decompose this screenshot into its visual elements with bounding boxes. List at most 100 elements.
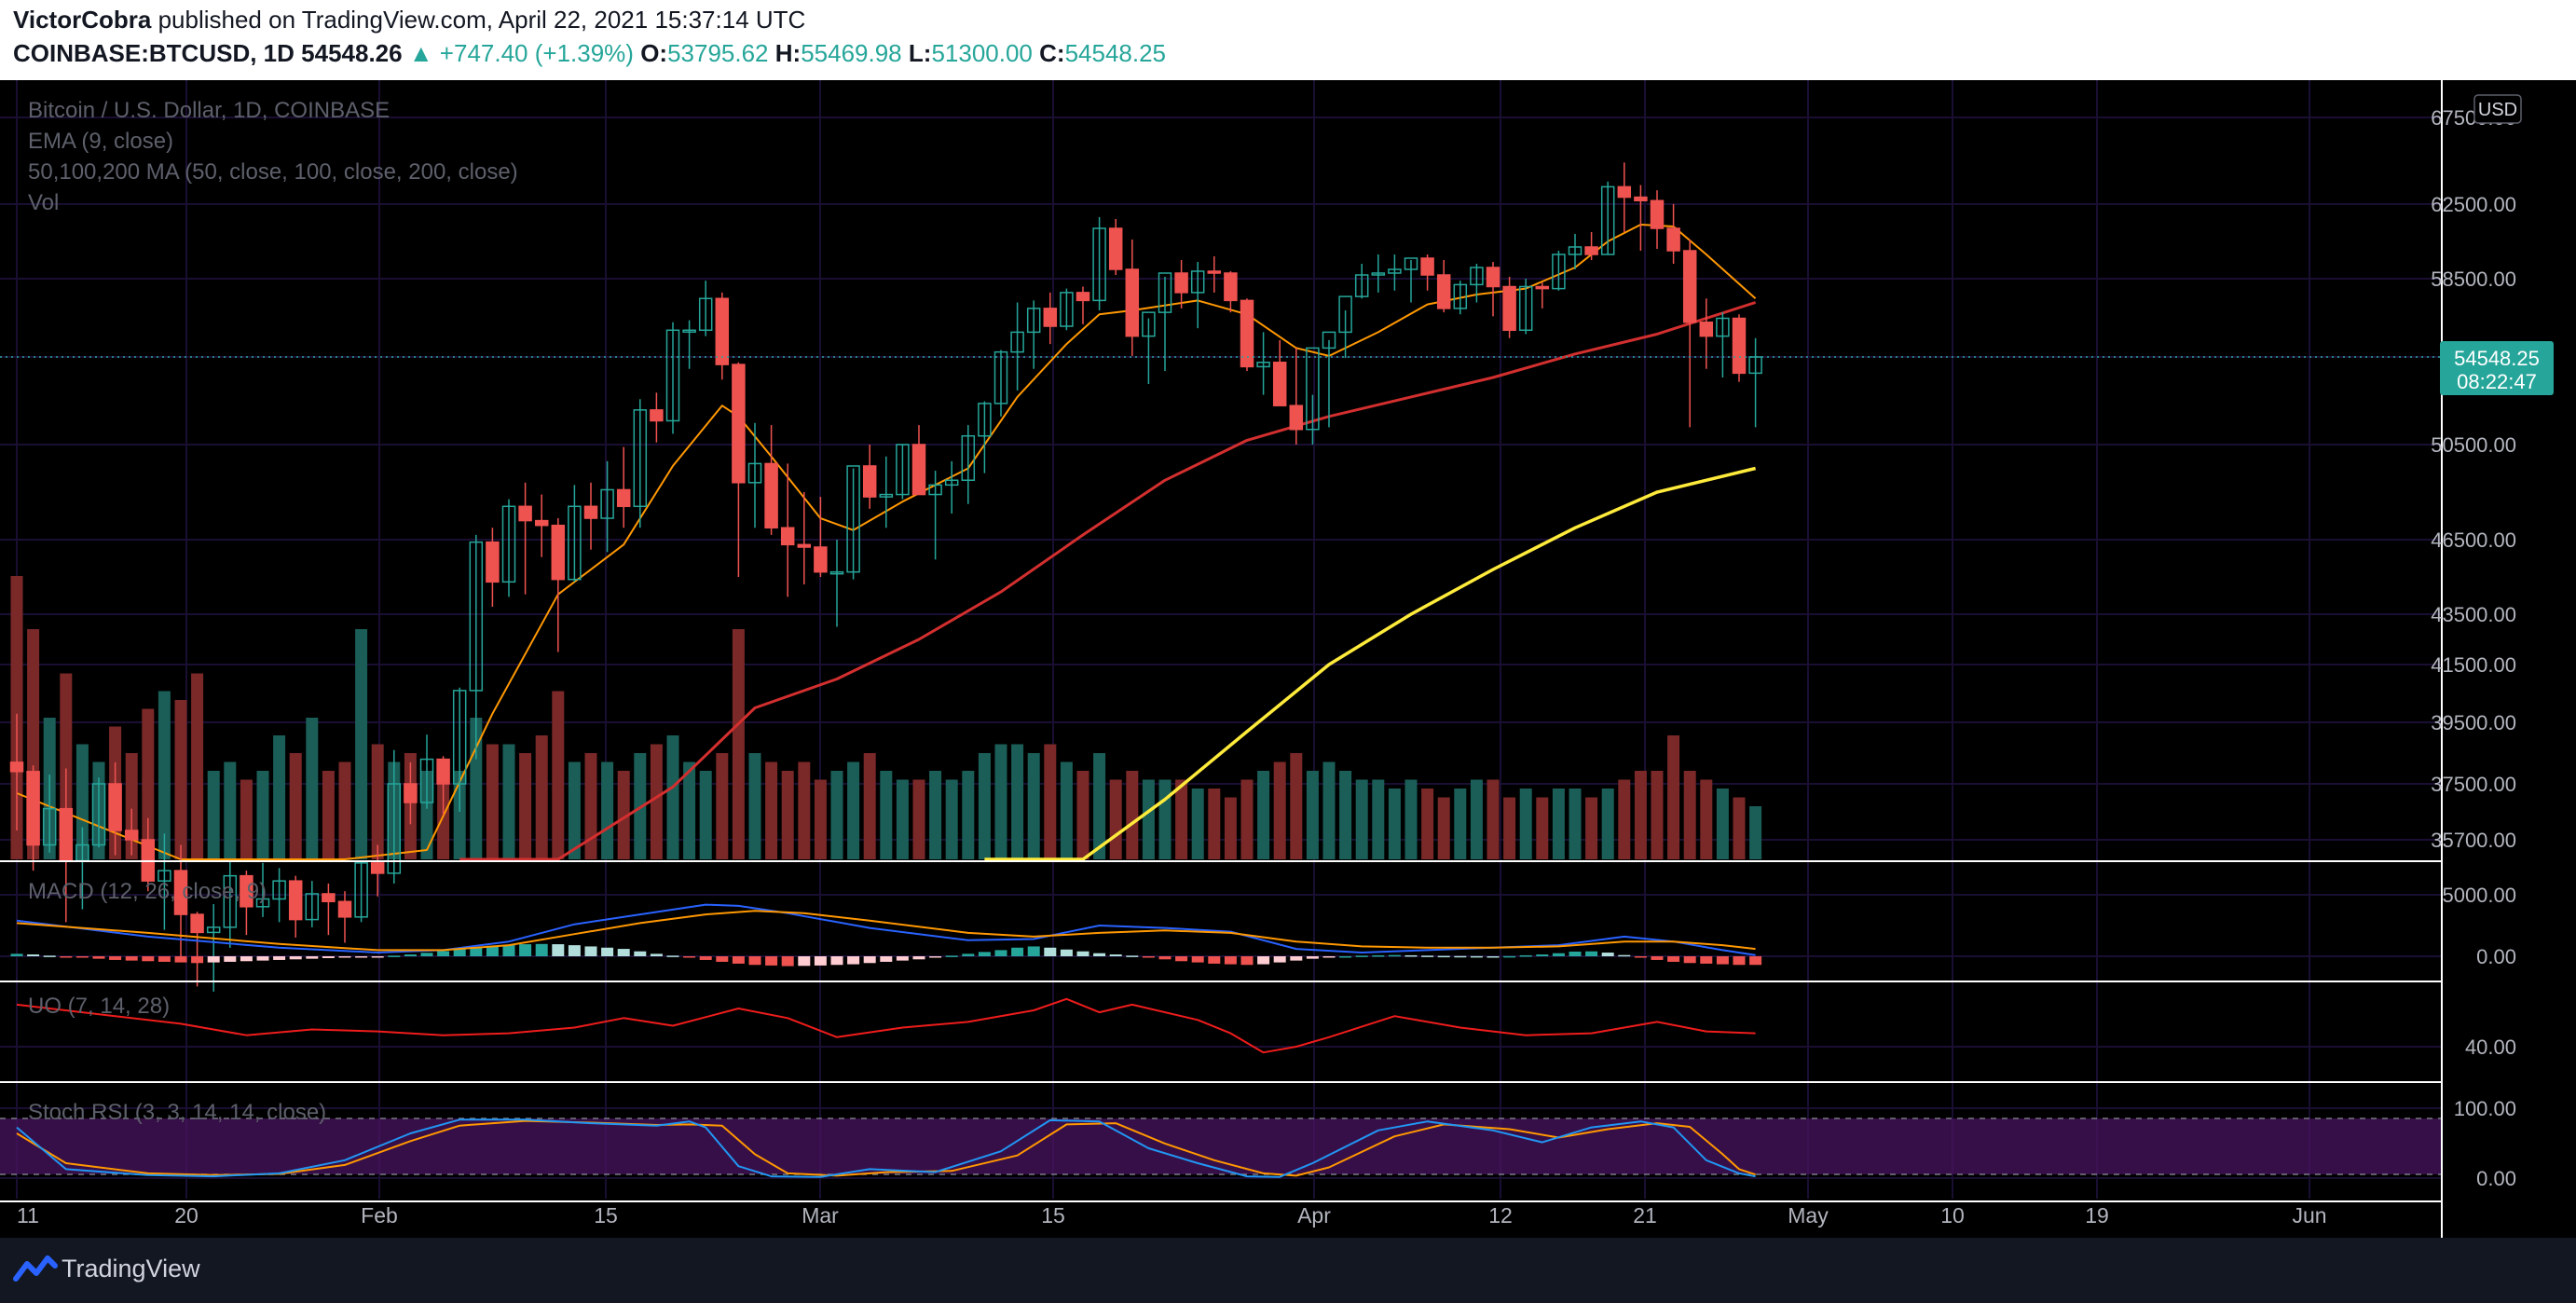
candle-body — [1568, 246, 1583, 255]
chart-area[interactable]: 67500.00 62500.00 58500.00 50500.00 46500.00… — [0, 80, 2576, 1238]
time-tick-label: May — [1788, 1203, 1829, 1228]
legend-ema[interactable]: EMA (9, close) — [28, 129, 173, 154]
price-axis[interactable]: 67500.0062500.0058500.0050500.0046500.00… — [2431, 106, 2516, 1190]
volume-bar — [371, 744, 384, 859]
candle-body — [814, 546, 828, 573]
volume-bar — [1044, 744, 1057, 859]
macd-histogram-bar — [109, 956, 122, 960]
macd-histogram-bar — [43, 955, 56, 957]
macd-histogram-bar — [584, 946, 597, 956]
candle-body — [486, 541, 500, 583]
candle-body — [600, 488, 614, 519]
volume-bar — [929, 771, 942, 859]
candle-body — [1617, 185, 1632, 199]
macd-histogram-bar — [1224, 956, 1237, 965]
indicator-tick-label: 5000.00 — [2442, 884, 2516, 907]
macd-histogram-bar — [1470, 955, 1483, 958]
author-name[interactable]: VictorCobra — [13, 6, 152, 34]
candle-body — [108, 783, 122, 831]
candle-body — [1010, 331, 1024, 353]
candle-body — [124, 830, 139, 841]
candle-body — [715, 297, 730, 365]
stoch-band — [0, 1118, 2442, 1175]
candle-body — [158, 870, 171, 882]
candle-body — [650, 409, 664, 422]
macd-histogram-bar — [388, 955, 401, 957]
close-label: C: — [1039, 39, 1065, 67]
legend-ma[interactable]: 50,100,200 MA (50, close, 100, close, 20… — [28, 159, 518, 185]
candle-body — [896, 444, 910, 496]
currency-badge[interactable]: USD — [2473, 94, 2522, 124]
change-value: ▲ +747.40 (+1.39%) — [408, 39, 634, 67]
candle-body — [1470, 267, 1484, 286]
macd-histogram-bar — [1142, 956, 1155, 958]
candle-body — [91, 783, 106, 846]
close-value: 54548.25 — [1064, 39, 1167, 67]
macd-histogram-bar — [568, 945, 581, 956]
candle-body — [1338, 295, 1352, 334]
macd-histogram-bar — [92, 956, 105, 959]
macd-histogram-bar — [896, 956, 909, 961]
candle-body — [370, 862, 385, 874]
macd-histogram-bar — [1437, 955, 1450, 958]
time-tick-label: 21 — [1633, 1203, 1657, 1228]
candle-body — [404, 783, 418, 803]
candle-body — [568, 505, 582, 581]
macd-histogram-bar — [847, 956, 860, 965]
candle-body — [1716, 317, 1730, 337]
volume-bar — [1536, 797, 1549, 859]
candle-body — [1158, 272, 1172, 313]
volume-bar — [650, 744, 663, 859]
indicator-tick-label: 100.00 — [2454, 1097, 2516, 1120]
candle-body — [419, 758, 434, 803]
chart-background — [0, 80, 2576, 1238]
volume-bar — [338, 761, 351, 859]
legend-stoch-rsi[interactable]: Stoch RSI (3, 3, 14, 14, close) — [28, 1100, 326, 1125]
low-value: 51300.00 — [931, 39, 1033, 67]
volume-bar — [601, 761, 614, 859]
macd-histogram-bar — [1093, 953, 1106, 956]
macd-histogram-bar — [994, 950, 1007, 956]
candle-body — [1354, 274, 1369, 297]
volume-bar — [1634, 771, 1647, 859]
uo-pane — [16, 997, 1756, 1054]
chart-canvas[interactable]: 67500.0062500.0058500.0050500.0046500.00… — [0, 80, 2576, 1238]
candle-body — [1207, 270, 1222, 274]
candle-body — [1584, 246, 1598, 255]
macd-histogram-bar — [1027, 946, 1040, 956]
volume-bar — [1749, 806, 1762, 859]
price-label-value: 54548.25 — [2454, 347, 2540, 370]
macd-histogram-bar — [1208, 956, 1221, 964]
volume-bar — [1306, 771, 1319, 859]
candle-body — [255, 898, 270, 908]
price-tick-label: 43500.00 — [2431, 603, 2516, 626]
volume-bar — [1158, 779, 1172, 859]
macd-histogram-bar — [1487, 956, 1500, 958]
candle-body — [911, 444, 926, 496]
volume-bar — [1240, 779, 1254, 859]
candle-body — [1552, 254, 1566, 290]
macd-histogram-bar — [1700, 956, 1713, 964]
tradingview-brand[interactable]: TradingView — [62, 1255, 200, 1282]
volume-bar — [75, 744, 89, 859]
candle-body — [1190, 270, 1205, 294]
legend-macd[interactable]: MACD (12, 26, close, 9) — [28, 879, 267, 904]
macd-histogram-bar — [322, 956, 335, 958]
time-axis[interactable]: 11 20 Feb 15 Mar 15 Apr 12 21 May 10 19 Jun — [17, 1203, 2327, 1228]
macd-histogram-bar — [125, 956, 138, 961]
legend-vol[interactable]: Vol — [28, 190, 59, 215]
tradingview-logo-icon[interactable] — [13, 1251, 58, 1288]
volume-bar — [1437, 797, 1450, 859]
candle-body — [1125, 268, 1140, 337]
volume-bar — [420, 771, 433, 859]
macd-histogram-bar — [1683, 956, 1696, 964]
candle-body — [1699, 322, 1714, 337]
legend-uo[interactable]: UO (7, 14, 28) — [28, 994, 170, 1019]
candle-body — [1108, 227, 1123, 270]
macd-histogram-bar — [1388, 954, 1401, 957]
volume-bar — [1733, 797, 1746, 859]
volume-bar — [814, 779, 827, 859]
macd-histogram-bar — [1158, 956, 1172, 960]
candle-body — [26, 771, 40, 846]
volume-bar — [1093, 753, 1106, 859]
